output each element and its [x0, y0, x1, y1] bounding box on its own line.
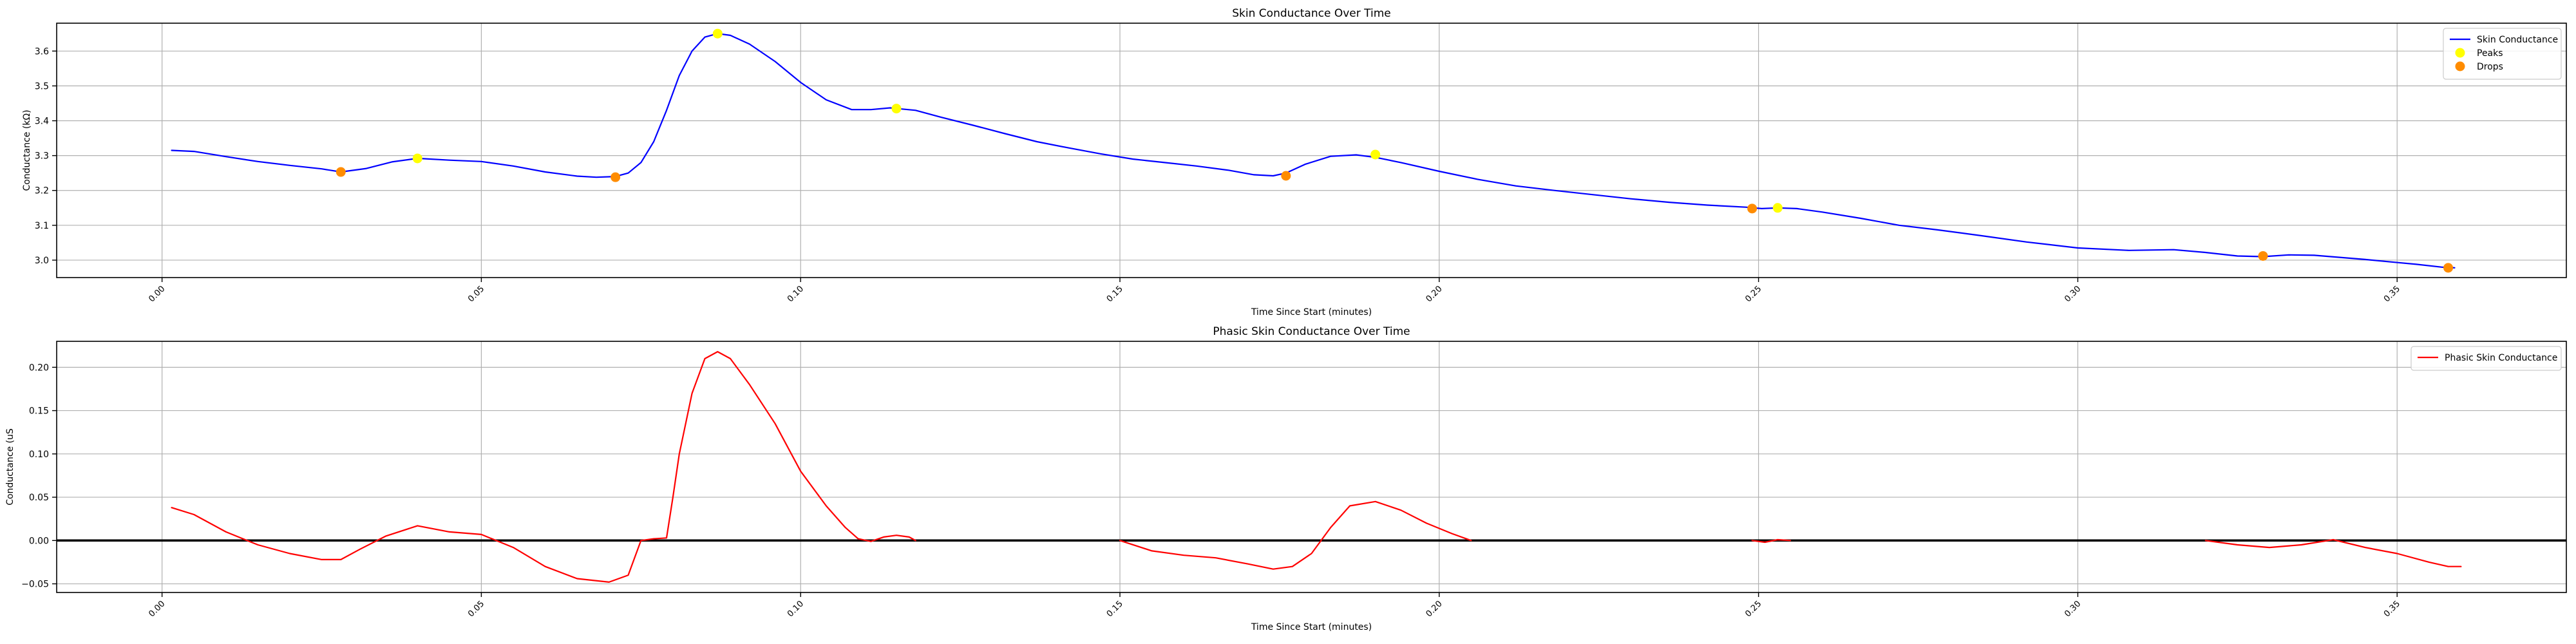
phasic-conductance-panel: 0.00 0.05 0.10 0.15 0.20 0.25 0.30 0.35−0.050.0…	[5, 325, 2567, 632]
legend-box	[2410, 346, 2562, 371]
legend-swatch-drops	[2455, 61, 2465, 71]
y-tick-label-2: 3.2	[35, 186, 49, 196]
y-tick-label-0: −0.05	[21, 580, 49, 590]
legend-label-0: Phasic Skin Conductance	[2445, 353, 2557, 363]
y-tick-label-3: 3.3	[35, 151, 49, 162]
x-axis-label: Time Since Start (minutes)	[1251, 622, 1372, 632]
peak-point-2	[891, 104, 902, 114]
y-tick-label-5: 0.20	[29, 363, 49, 373]
drop-point-2	[1281, 171, 1291, 181]
phasic-conductance-line-segment-1	[1119, 500, 1472, 570]
y-tick-label-1: 3.1	[35, 221, 49, 231]
y-tick-label-1: 0.00	[29, 536, 49, 546]
chart-title: Phasic Skin Conductance Over Time	[1213, 325, 1410, 338]
y-tick-label-5: 3.5	[35, 81, 49, 91]
tonic-conductance-panel: 0.00 0.05 0.10 0.15 0.20 0.25 0.30 0.353.03.13.…	[22, 7, 2567, 317]
legend-box	[2443, 28, 2562, 80]
drop-point-5	[2443, 263, 2454, 273]
legend-label-2: Drops	[2477, 62, 2503, 72]
legend: Phasic Skin Conductance	[2410, 346, 2562, 371]
drop-point-1	[611, 172, 621, 182]
drop-point-0	[336, 167, 346, 177]
y-tick-label-2: 0.05	[29, 493, 49, 503]
plot-frame	[56, 341, 2567, 593]
y-axis-label: Conductance (uS	[5, 428, 15, 506]
legend: Skin Conductance Peaks Drops	[2443, 28, 2562, 80]
y-tick-label-4: 0.15	[29, 406, 49, 417]
y-tick-label-6: 3.6	[35, 46, 49, 57]
peak-point-1	[712, 28, 723, 39]
peak-point-3	[1370, 149, 1381, 160]
x-axis-label: Time Since Start (minutes)	[1251, 307, 1372, 317]
skin-conductance-line	[171, 33, 2456, 269]
legend-swatch-peaks	[2455, 48, 2465, 58]
y-tick-label-3: 0.10	[29, 450, 49, 460]
y-tick-label-4: 3.4	[35, 117, 49, 127]
drop-point-4	[2258, 251, 2268, 261]
plot-frame	[56, 23, 2567, 278]
legend-label-1: Peaks	[2477, 48, 2503, 59]
drop-point-3	[1747, 204, 1757, 214]
peak-point-4	[1772, 203, 1783, 213]
phasic-conductance-line-segment-0	[171, 350, 916, 583]
phasic-conductance-line-segment-3	[2204, 538, 2462, 567]
legend-label-0: Skin Conductance	[2477, 35, 2558, 45]
y-tick-label-0: 3.0	[35, 256, 49, 266]
chart-title: Skin Conductance Over Time	[1232, 7, 1390, 20]
phasic-conductance-line-segment-2	[1751, 538, 1792, 544]
peak-point-0	[412, 153, 422, 164]
y-axis-label: Conductance (kΩ)	[22, 109, 32, 191]
